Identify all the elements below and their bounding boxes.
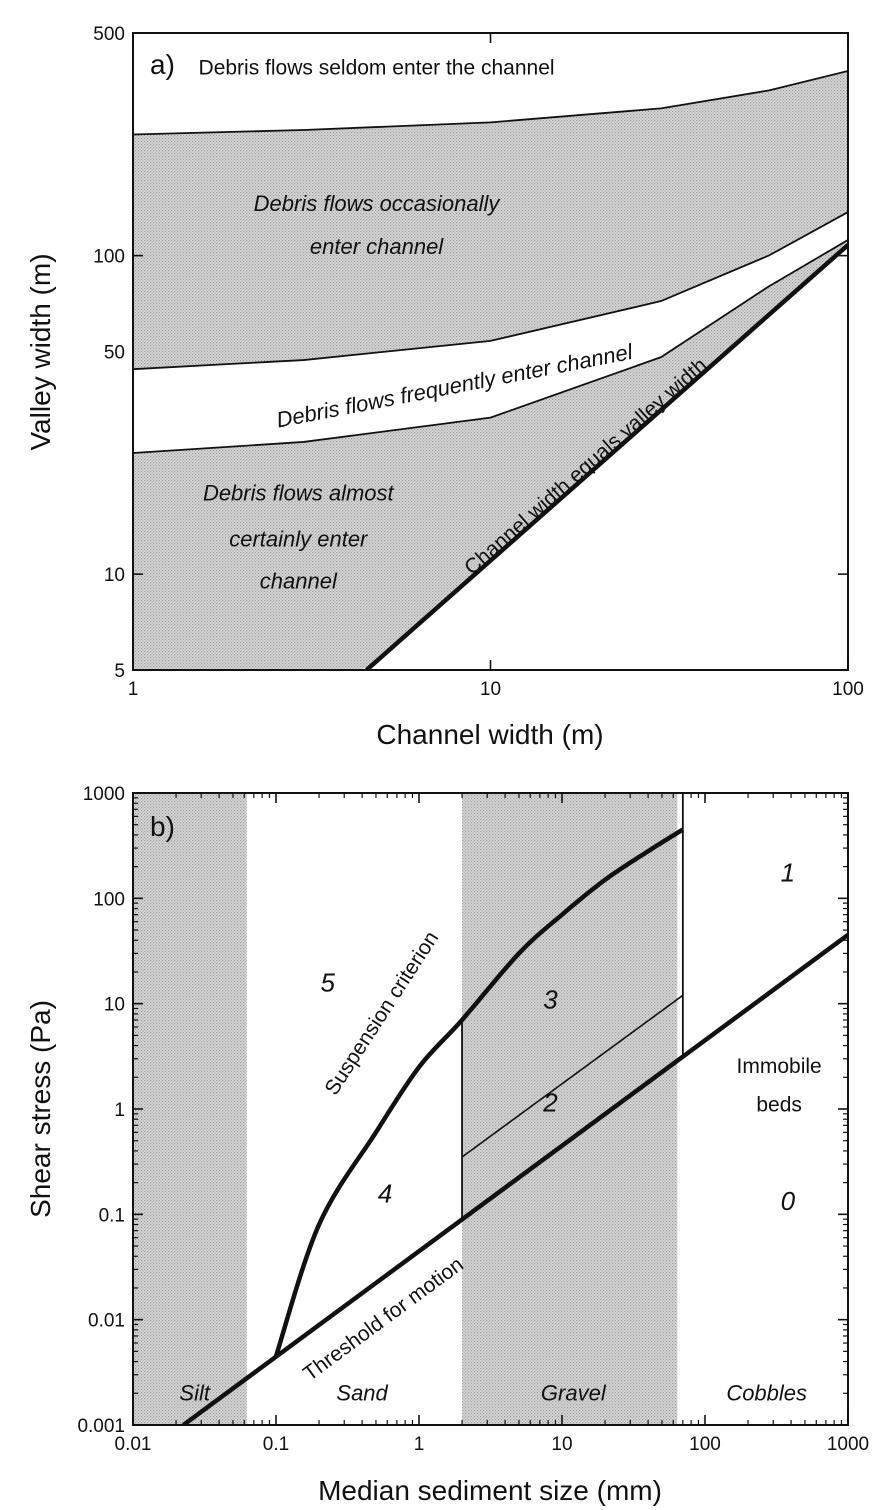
panel-b-xtick-label: 0.01 (115, 1434, 152, 1455)
panel-a-ytick-label: 100 (93, 247, 125, 268)
panel-a-tick-labels: 1 10 100 5 10 50 100 500 (93, 24, 864, 700)
curve-suspension-criterion (273, 827, 685, 1357)
shade-occasionally (133, 70, 848, 370)
panel-b-ytick-label: 100 (93, 889, 125, 910)
panel-a-xtick-label: 1 (128, 679, 139, 700)
panel-a-label: a) (150, 49, 175, 80)
annotation-debris-occasionally-1: Debris flows occasionally (254, 191, 502, 216)
panel-b-ylabel: Shear stress (Pa) (25, 1000, 56, 1218)
curve-threshold-for-motion (182, 933, 848, 1425)
curve-seldom-boundary (133, 70, 848, 136)
annotation-sand: Sand (336, 1381, 388, 1406)
shade-almost-certainly (133, 239, 848, 670)
annotation-region-5: 5 (320, 968, 335, 998)
shade-band-1 (462, 793, 678, 1425)
annotation-cobbles: Cobbles (726, 1381, 807, 1406)
annotation-beds: beds (756, 1093, 802, 1116)
panel-a: 1 10 100 5 10 50 100 500 a) Debris flows seldom… (25, 24, 864, 750)
panel-a-ytick-label: 500 (93, 24, 125, 45)
annotation-region-0: 0 (781, 1186, 796, 1216)
panel-b-ticks (132, 792, 849, 1426)
panel-b-shaded-regions (133, 793, 678, 1425)
panel-b-xtick-label: 100 (689, 1434, 721, 1455)
annotation-region-3: 3 (543, 984, 558, 1014)
panel-a-shaded-regions (133, 70, 848, 670)
panel-b-xtick-label: 0.1 (263, 1434, 289, 1455)
panel-a-ytick-label: 5 (114, 661, 125, 682)
panel-b-ytick-label: 0.001 (77, 1416, 125, 1437)
panel-b-ytick-label: 1 (114, 1100, 125, 1121)
panel-b-ytick-label: 1000 (83, 784, 125, 805)
curve-region-2-3-boundary (461, 994, 684, 1158)
panel-b-curves (182, 793, 848, 1425)
annotation-debris-seldom: Debris flows seldom enter the channel (199, 57, 555, 80)
panel-b: 0.01 0.1 1 10 100 10000.0010.010.11101001000 … (25, 784, 869, 1506)
shade-band-0 (133, 793, 247, 1425)
panel-a-ytick-label: 50 (104, 343, 125, 364)
panel-a-ytick-label: 10 (104, 565, 125, 586)
annotation-silt: Silt (179, 1381, 210, 1406)
panel-b-ytick-label: 0.01 (88, 1311, 125, 1332)
panel-b-xtick-label: 1000 (827, 1434, 869, 1455)
panel-b-xtick-label: 10 (551, 1434, 572, 1455)
panel-a-xtick-label: 10 (480, 679, 501, 700)
panel-b-xtick-label: 1 (414, 1434, 425, 1455)
panel-a-xtick-label: 100 (832, 679, 864, 700)
panel-b-xlabel: Median sediment size (mm) (318, 1475, 662, 1506)
curve-channel-equals-valley (365, 243, 848, 670)
annotation-debris-almost-1: Debris flows almost (203, 481, 395, 506)
panel-a-xlabel: Channel width (m) (376, 719, 603, 750)
panel-a-ticks (132, 33, 849, 670)
panel-b-label: b) (150, 811, 175, 842)
panel-b-ytick-label: 0.1 (99, 1205, 125, 1226)
annotation-debris-occasionally-2: enter channel (310, 234, 444, 259)
annotation-immobile: Immobile (737, 1055, 822, 1078)
annotation-debris-almost-3: channel (260, 569, 338, 594)
panel-a-ylabel: Valley width (m) (25, 253, 56, 450)
annotation-region-2: 2 (542, 1087, 558, 1117)
annotation-region-1: 1 (781, 857, 795, 887)
annotation-gravel: Gravel (541, 1381, 607, 1406)
annotation-region-4: 4 (378, 1178, 392, 1208)
panel-a-curves (133, 70, 848, 670)
curve-occasionally-boundary (133, 211, 848, 371)
annotation-debris-almost-2: certainly enter (229, 527, 369, 552)
annotation-suspension-criterion: Suspension criterion (320, 927, 443, 1099)
panel-b-ytick-label: 10 (104, 995, 125, 1016)
curve-frequently-boundary (133, 239, 848, 454)
